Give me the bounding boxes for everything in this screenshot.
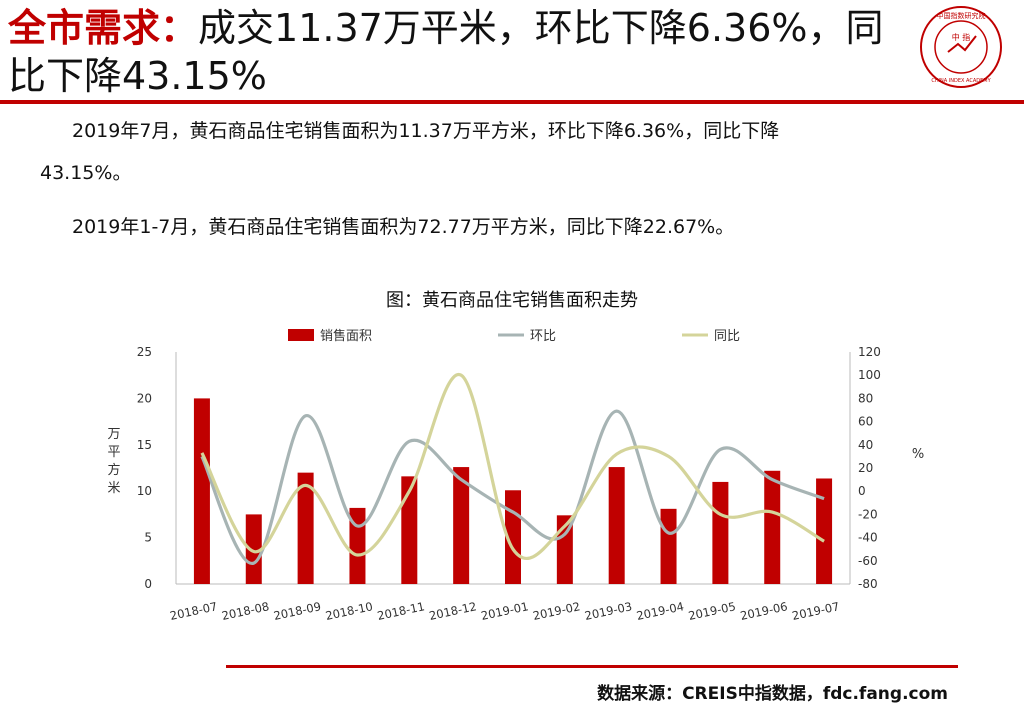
y2-tick-label: -80 — [858, 577, 878, 591]
bar-sales-area — [556, 515, 573, 584]
x-tick-label: 2018-12 — [428, 599, 478, 623]
logo-inner-text: 中 指 — [952, 32, 971, 42]
y2-tick-label: 40 — [858, 438, 873, 452]
y-axis-label-char: 米 — [107, 481, 120, 496]
x-tick-label: 2018-07 — [169, 599, 219, 623]
data-source: 数据来源：CREIS中指数据，fdc.fang.com — [597, 684, 948, 704]
x-tick-label: 2019-02 — [532, 599, 582, 623]
paragraph-1: 2019年7月，黄石商品住宅销售面积为11.37万平方米，环比下降6.36%，同… — [72, 120, 780, 142]
sales-area-chart: 0 5 10 15 20 25 -80 -60 -40 -20 0 20 40 60 80 100 120 万平方… — [107, 328, 924, 623]
x-tick-label: 2019-05 — [687, 599, 737, 623]
x-tick-label: 2018-10 — [324, 599, 374, 623]
legend-swatch-sales-area — [288, 329, 314, 341]
y-tick-label: 0 — [144, 577, 152, 591]
legend-label: 同比 — [714, 329, 740, 344]
line-mom — [200, 409, 825, 565]
bar-sales-area — [712, 481, 729, 584]
y-axis-label-char: 方 — [107, 462, 120, 478]
chart-title: 图：黄石商品住宅销售面积走势 — [386, 290, 638, 311]
bar-sales-area — [245, 514, 262, 584]
china-index-academy-logo: 中 指 中国指数研究院 CHINA INDEX ACADEMY — [920, 6, 1002, 88]
bar-sales-area — [608, 467, 625, 584]
legend-label: 销售面积 — [320, 328, 372, 344]
logo-en-text: CHINA INDEX ACADEMY — [931, 78, 991, 84]
bar-sales-area — [193, 398, 210, 584]
y2-tick-label: 80 — [858, 391, 873, 405]
y2-tick-label: 20 — [858, 461, 873, 475]
y2-tick-label: 100 — [858, 368, 881, 382]
x-tick-label: 2018-11 — [376, 599, 426, 623]
x-tick-label: 2018-08 — [220, 599, 270, 623]
x-tick-label: 2019-01 — [480, 599, 530, 623]
y2-axis-label: % — [912, 447, 924, 462]
x-tick-label: 2019-03 — [583, 599, 633, 623]
legend-label: 环比 — [530, 329, 556, 344]
line-yoy — [200, 373, 825, 560]
title-divider — [0, 100, 1024, 104]
bar-sales-area — [816, 478, 833, 584]
bar-sales-area — [660, 508, 677, 584]
y2-tick-label: -20 — [858, 507, 878, 521]
paragraph-2: 2019年1-7月，黄石商品住宅销售面积为72.77万平方米，同比下降22.67… — [72, 216, 735, 238]
y2-tick-label: 0 — [858, 484, 866, 498]
logo-outer-text: 中国指数研究院 — [937, 11, 986, 20]
bar-sales-area — [764, 470, 781, 584]
bottom-divider — [226, 665, 958, 668]
title-text: 成交11.37万平米，环比下降6.36%，同比下降43.15% — [8, 6, 884, 98]
x-tick-label: 2018-09 — [272, 599, 322, 623]
bar-sales-area — [453, 467, 470, 584]
y-tick-label: 20 — [137, 391, 152, 405]
title-highlight: 全市需求： — [8, 6, 199, 50]
paragraph-1-cont: 43.15%。 — [40, 162, 132, 184]
x-tick-label: 2019-04 — [635, 599, 685, 623]
bar-sales-area — [401, 476, 418, 584]
y-axis-label-char: 万 — [107, 427, 120, 442]
y2-tick-label: 120 — [858, 345, 881, 359]
y2-tick-label: -60 — [858, 554, 878, 568]
y2-tick-label: 60 — [858, 415, 873, 429]
y-tick-label: 25 — [137, 345, 152, 359]
x-tick-label: 2019-06 — [739, 599, 789, 623]
y2-tick-label: -40 — [858, 531, 878, 545]
y-tick-label: 15 — [137, 438, 152, 452]
y-tick-label: 5 — [144, 531, 152, 545]
y-tick-label: 10 — [137, 484, 152, 498]
bar-sales-area — [297, 472, 314, 584]
page-title: 全市需求：成交11.37万平米，环比下降6.36%，同比下降43.15% — [8, 4, 908, 100]
y-axis-label-char: 平 — [107, 445, 120, 460]
x-tick-label: 2019-07 — [791, 599, 841, 623]
